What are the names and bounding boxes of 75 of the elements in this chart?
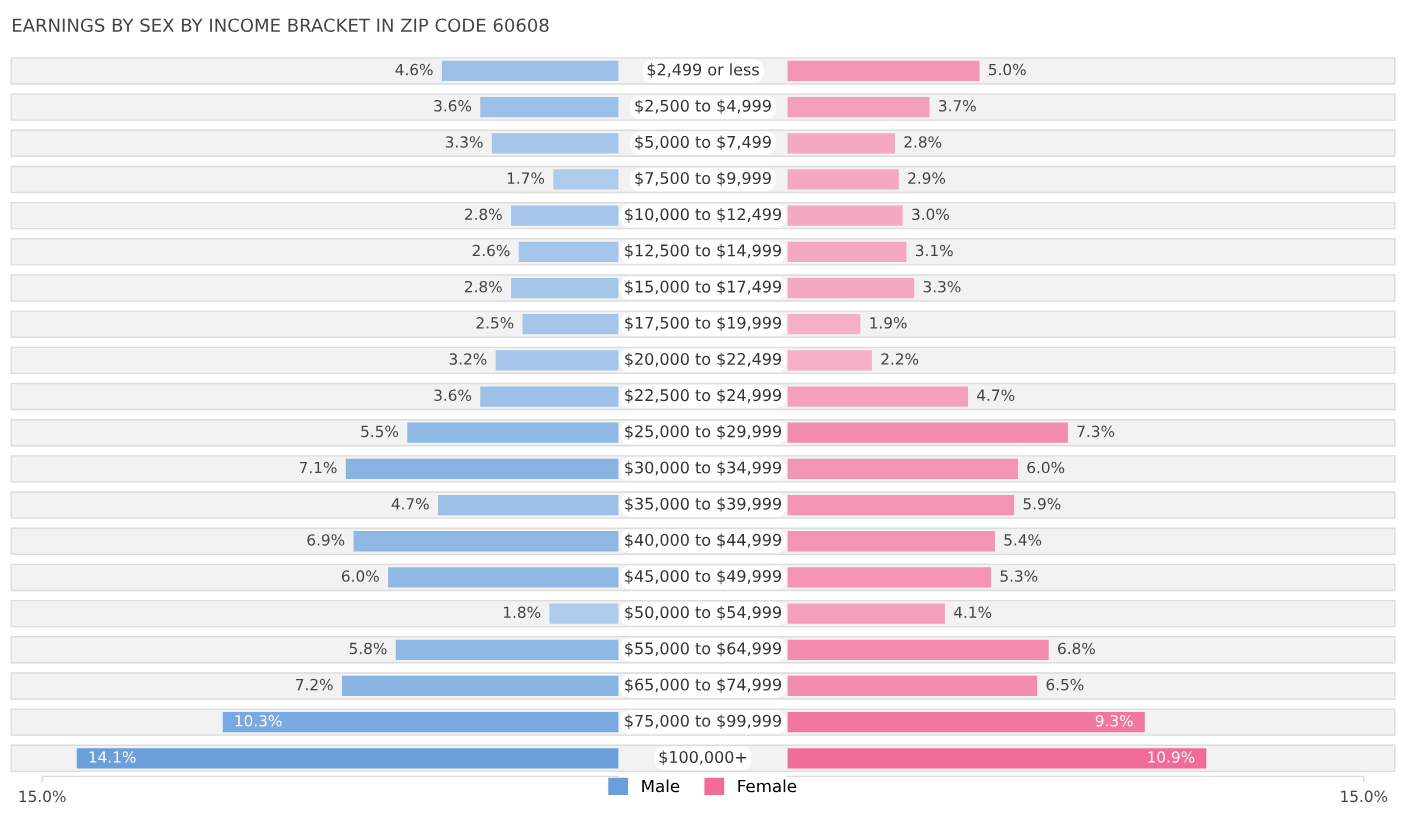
data-label: 9.3% xyxy=(1095,715,1133,727)
y-tick-label: $45,000 to $49,999 xyxy=(625,569,782,585)
y-tick-label: $25,000 to $29,999 xyxy=(625,424,782,440)
data-label: 4.7% xyxy=(391,497,429,510)
y-tick-label: $17,500 to $19,999 xyxy=(625,316,782,331)
data-label: 1.8% xyxy=(504,606,541,619)
data-label: 4.1% xyxy=(954,606,992,619)
data-label: 2.6% xyxy=(472,244,510,257)
y-tick-label: $50,000 to $54,999 xyxy=(625,605,782,621)
data-label: 2.2% xyxy=(881,353,919,365)
y-tick-label: $22,500 to $24,999 xyxy=(625,388,782,404)
bar xyxy=(76,748,619,769)
y-tick-label: $35,000 to $39,999 xyxy=(625,497,782,512)
bar xyxy=(787,133,895,154)
bar xyxy=(491,133,619,154)
data-label: 10.9% xyxy=(1148,751,1195,763)
data-label: 3.7% xyxy=(939,99,976,112)
y-tick-label: $12,500 to $14,999 xyxy=(625,244,782,259)
y-tick-label: $10,000 to $12,499 xyxy=(625,207,782,223)
data-label: 5.9% xyxy=(1023,497,1061,510)
data-label: 5.0% xyxy=(989,63,1026,76)
bar xyxy=(553,169,619,190)
data-label: 4.7% xyxy=(977,389,1015,401)
data-label: 3.0% xyxy=(912,208,949,221)
data-label: 3.3% xyxy=(923,280,961,293)
data-label: 2.8% xyxy=(465,280,502,293)
data-label: 3.1% xyxy=(915,244,953,257)
data-label: 2.9% xyxy=(908,172,946,184)
y-tick-label: $55,000 to $64,999 xyxy=(625,642,782,657)
data-label: 7.2% xyxy=(296,678,333,691)
bar xyxy=(787,169,899,190)
y-tick-label: $20,000 to $22,499 xyxy=(625,352,782,368)
data-label: 7.1% xyxy=(299,461,337,474)
data-label: 2.5% xyxy=(476,317,514,329)
data-label: 3.6% xyxy=(434,99,472,112)
bar xyxy=(787,96,930,118)
y-tick-label: $5,000 to $7,499 xyxy=(635,135,771,151)
data-label: 3.6% xyxy=(434,389,472,401)
bar xyxy=(441,60,619,82)
data-label: 10.3% xyxy=(235,715,282,727)
data-label: 1.7% xyxy=(507,172,545,184)
data-label: 6.0% xyxy=(341,570,379,582)
y-tick-label: $65,000 to $74,999 xyxy=(625,678,782,693)
data-label: 3.3% xyxy=(445,136,483,148)
data-label: 6.9% xyxy=(307,534,345,546)
bar xyxy=(480,96,619,118)
data-label: 1.9% xyxy=(870,317,907,329)
data-label: 4.6% xyxy=(395,63,433,76)
x-tick-label: 15.0% xyxy=(19,790,66,803)
data-label: 5.3% xyxy=(1000,570,1038,582)
data-label: 5.5% xyxy=(361,425,399,438)
y-tick-label: $75,000 to $99,999 xyxy=(625,714,782,729)
data-label: 14.1% xyxy=(89,751,136,763)
data-label: 2.8% xyxy=(904,136,942,148)
y-tick-label: $7,500 to $9,999 xyxy=(635,171,771,187)
bar xyxy=(787,748,1207,769)
chart-title: EARNINGS BY SEX BY INCOME BRACKET IN ZIP CODE 60608 xyxy=(13,18,549,33)
data-label: 3.2% xyxy=(449,353,487,365)
data-label: 6.5% xyxy=(1046,678,1084,691)
y-tick-label: $30,000 to $34,999 xyxy=(625,461,782,476)
bar xyxy=(787,60,980,82)
data-label: 6.0% xyxy=(1027,461,1065,474)
x-tick-label: 15.0% xyxy=(1341,790,1388,803)
y-tick-label: $40,000 to $44,999 xyxy=(625,533,782,549)
data-label: 5.4% xyxy=(1004,534,1042,546)
legend-label: Male xyxy=(642,779,680,793)
y-tick-label: $2,500 to $4,999 xyxy=(635,99,771,114)
data-label: 7.3% xyxy=(1077,425,1115,438)
data-label: 5.8% xyxy=(349,642,387,655)
data-label: 2.8% xyxy=(465,208,502,221)
y-tick-label: $15,000 to $17,499 xyxy=(625,280,782,295)
legend-label: Female xyxy=(738,779,797,793)
y-tick-label: $100,000+ xyxy=(659,750,747,766)
y-tick-label: $2,499 or less xyxy=(647,63,759,78)
data-label: 6.8% xyxy=(1058,642,1095,655)
